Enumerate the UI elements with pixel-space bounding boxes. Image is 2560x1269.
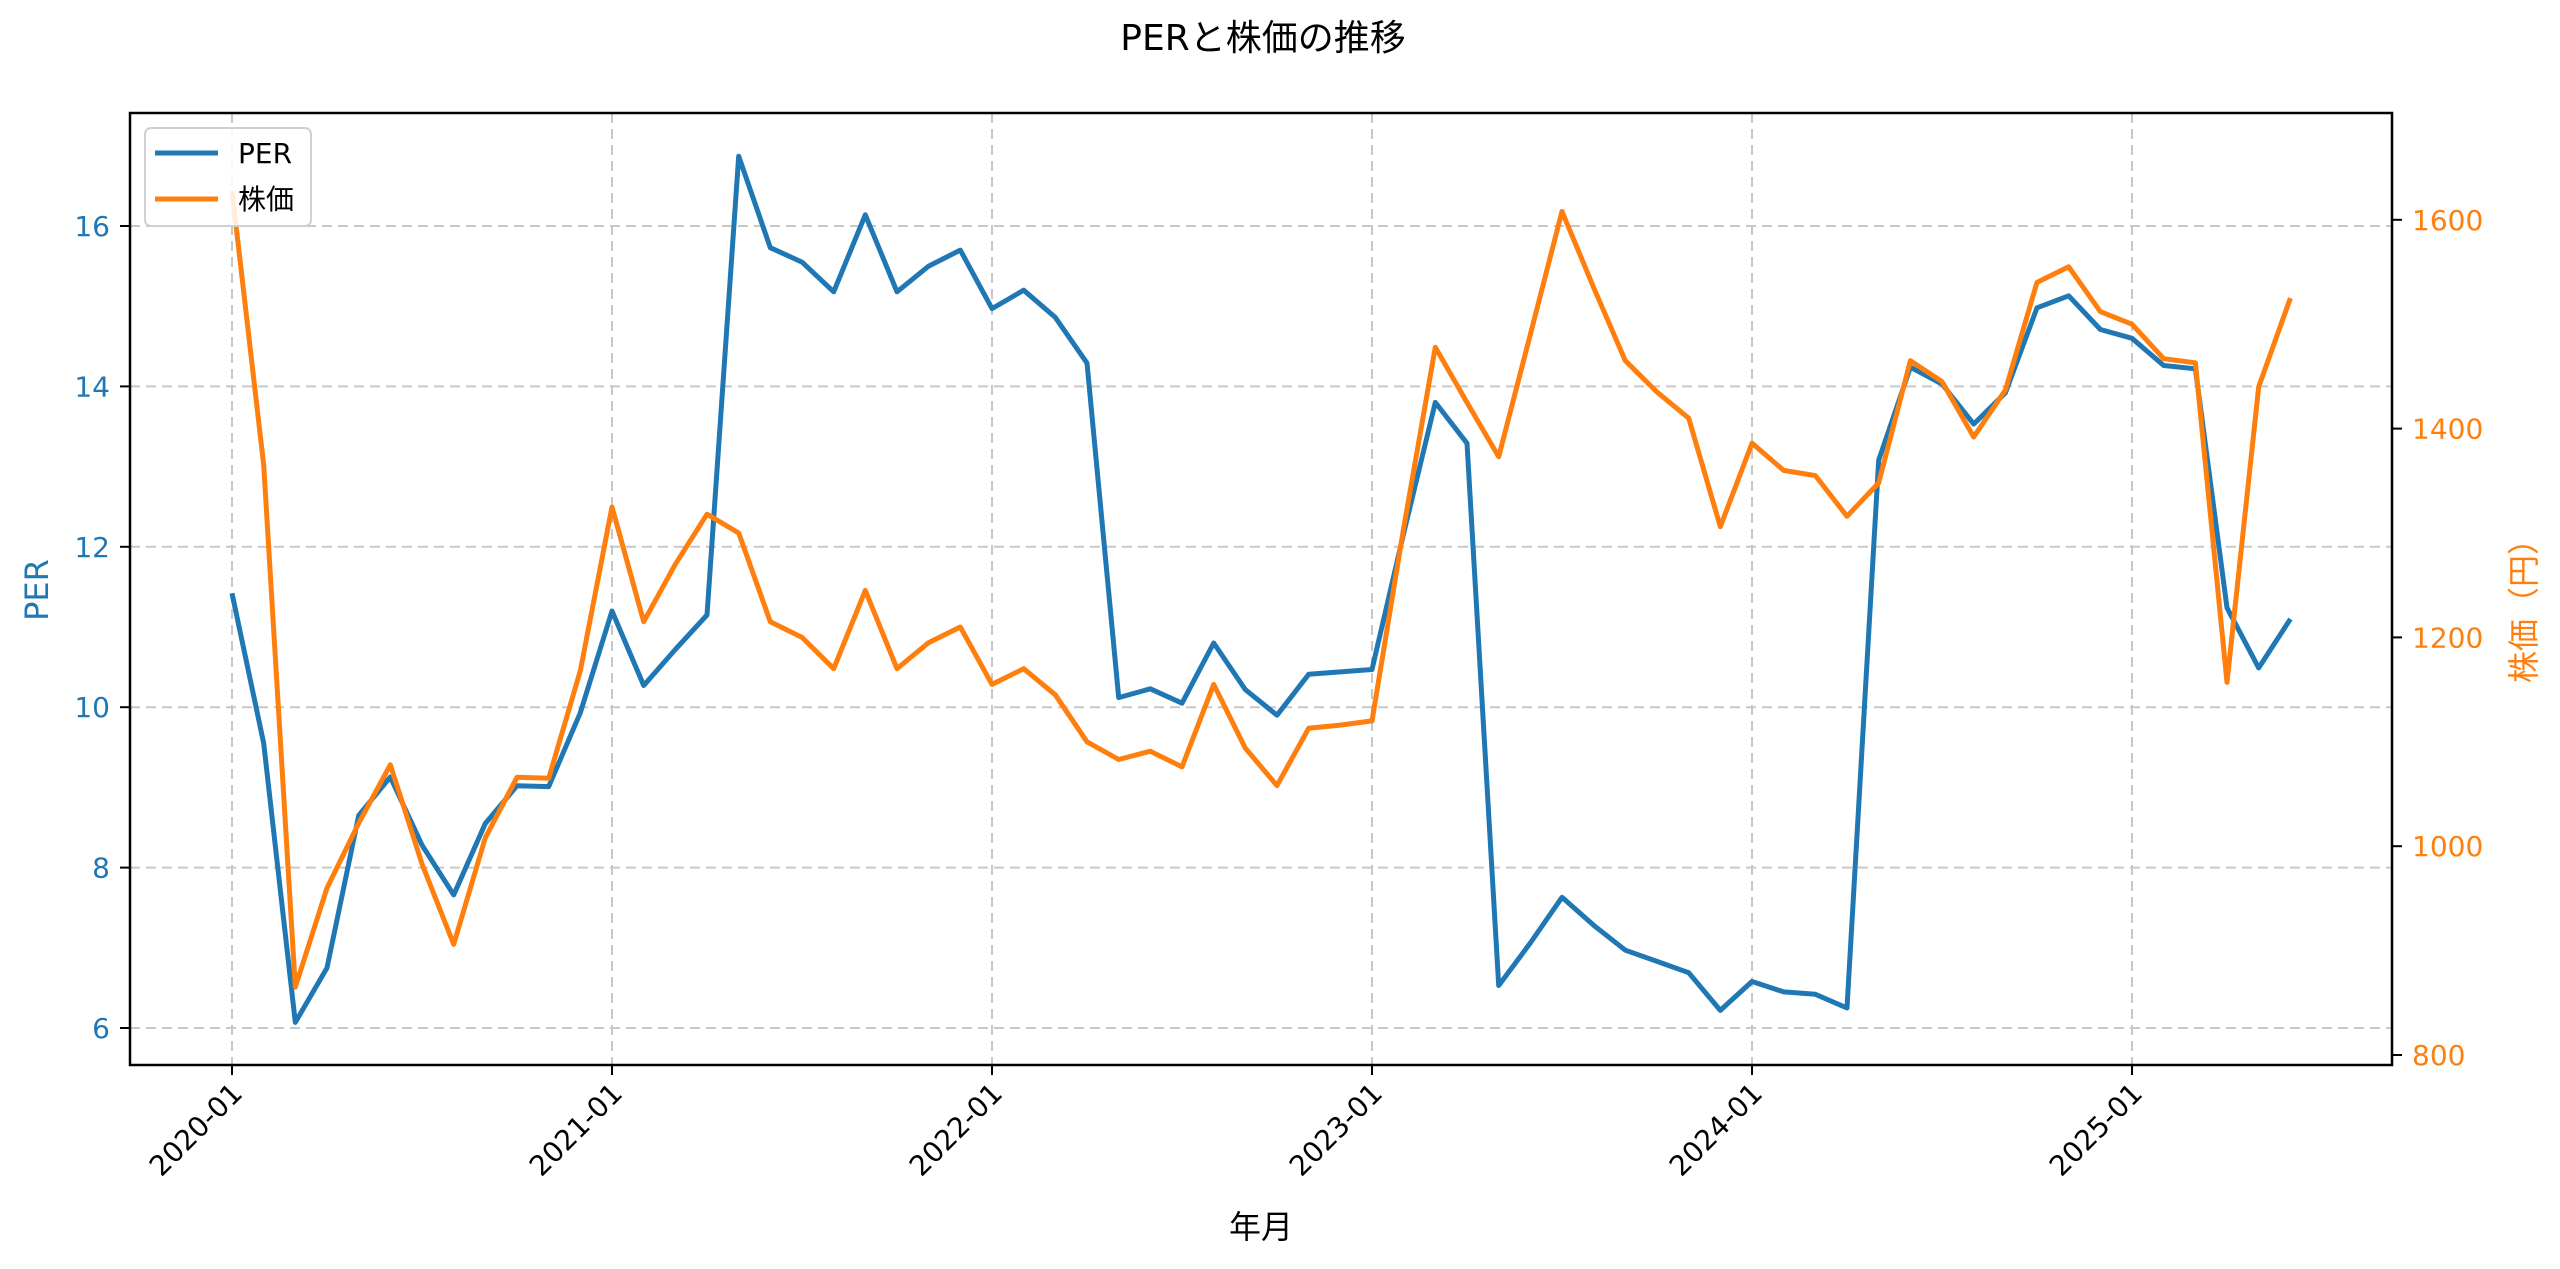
plot-frame bbox=[128, 111, 2394, 1067]
x-tick-label: 2021-01 bbox=[523, 1077, 629, 1183]
right-tick-label: 1000 bbox=[2412, 830, 2483, 863]
chart-title: PERと株価の推移 bbox=[1120, 18, 1405, 59]
x-tick-label: 2022-01 bbox=[903, 1077, 1009, 1183]
left-tick-label: 10 bbox=[74, 691, 110, 724]
left-tick-label: 12 bbox=[74, 531, 110, 564]
left-y-axis-label: PER bbox=[18, 559, 56, 621]
left-tick-label: 6 bbox=[92, 1012, 110, 1045]
left-y-axis-ticks: 6 8 10 12 14 16 bbox=[74, 210, 130, 1045]
left-tick-label: 16 bbox=[74, 210, 110, 243]
right-tick-label: 1200 bbox=[2412, 621, 2483, 654]
x-axis-ticks: 2020-01 2021-01 2022-01 2023-01 2024-01 2025-… bbox=[143, 1065, 2149, 1183]
right-tick-label: 800 bbox=[2412, 1039, 2465, 1072]
left-tick-label: 14 bbox=[74, 370, 110, 403]
right-y-axis-ticks: 800 1000 1200 1400 1600 bbox=[2392, 204, 2483, 1072]
x-tick-label: 2025-01 bbox=[2043, 1077, 2149, 1183]
legend-label-per: PER bbox=[238, 137, 292, 170]
series-lines bbox=[229, 153, 2293, 1025]
grid-lines bbox=[130, 113, 2392, 1065]
legend: PER 株価 bbox=[144, 127, 312, 227]
right-tick-label: 1600 bbox=[2412, 204, 2483, 237]
right-tick-label: 1400 bbox=[2412, 413, 2483, 446]
x-axis-label: 年月 bbox=[1229, 1208, 1293, 1246]
series-line-price bbox=[229, 190, 2293, 990]
x-tick-label: 2020-01 bbox=[143, 1077, 249, 1183]
legend-label-price: 株価 bbox=[238, 183, 294, 216]
x-tick-label: 2024-01 bbox=[1663, 1077, 1769, 1183]
left-tick-label: 8 bbox=[92, 852, 110, 885]
right-y-axis-label: 株価（円） bbox=[2505, 523, 2543, 683]
x-tick-label: 2023-01 bbox=[1283, 1077, 1389, 1183]
series-line-per bbox=[229, 153, 2293, 1025]
